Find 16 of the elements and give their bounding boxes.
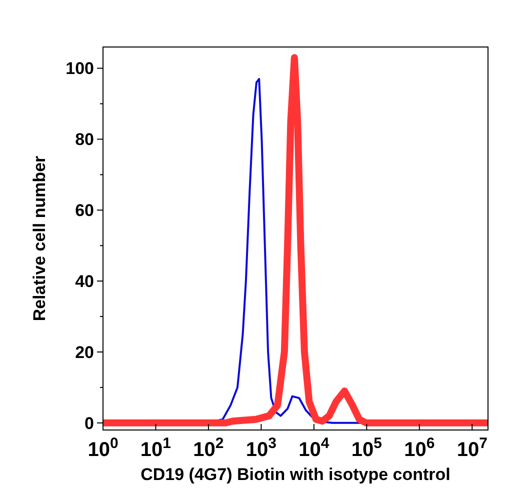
x-tick-label: 10$^{1}$ [140,434,172,461]
y-tick-label: 40 [75,272,94,292]
x-tick-label: 10$^{5}$ [351,434,382,461]
x-tick-label: 10$^{6}$ [404,434,435,461]
x-tick-label: 10$^{4}$ [298,434,330,461]
y-tick-label: 60 [75,201,94,220]
y-tick-label: 0 [84,414,94,433]
x-axis-title: CD19 (4G7) Biotin with isotype control [140,465,450,484]
x-tick-label: 10$^{0}$ [88,434,118,461]
y-axis-title: Relative cell number [30,155,49,322]
x-tick-label: 10$^{7}$ [456,434,488,461]
y-tick-label: 80 [75,130,94,150]
x-tick-label: 10$^{3}$ [246,434,276,461]
y-tick-label: 20 [75,342,94,362]
y-tick-label: 100 [66,59,94,78]
x-tick-label: 10$^{2}$ [193,434,224,461]
